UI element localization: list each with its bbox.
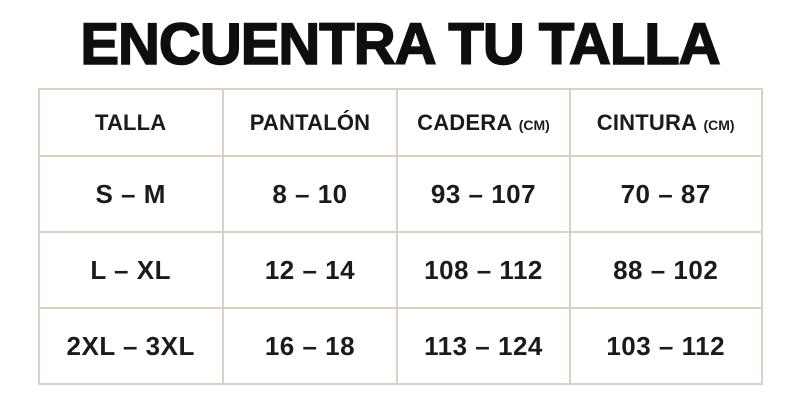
size-table: TALLA PANTALÓN CADERA (CM) CINTURA (CM) … xyxy=(37,88,763,385)
cell-cintura: 70 – 87 xyxy=(568,155,763,233)
header-label: TALLA xyxy=(94,109,167,135)
cell-pantalon: 16 – 18 xyxy=(221,307,399,385)
table-row-2xl-3xl: 2XL – 3XL 16 – 18 113 – 124 103 – 112 xyxy=(37,307,763,385)
header-label: PANTALÓN xyxy=(249,109,371,135)
header-unit: (CM) xyxy=(703,116,735,133)
cell-cintura: 103 – 112 xyxy=(568,307,763,385)
header-label: CINTURA xyxy=(596,109,698,135)
cell-talla: S – M xyxy=(37,155,224,233)
cell-cadera: 113 – 124 xyxy=(396,307,571,385)
header-cell-pantalon: PANTALÓN xyxy=(221,88,399,157)
cell-pantalon: 12 – 14 xyxy=(221,231,399,309)
header-unit: (CM) xyxy=(518,116,550,133)
cell-talla: L – XL xyxy=(37,231,224,309)
page-title: ENCUENTRA TU TALLA xyxy=(80,12,722,77)
cell-talla: 2XL – 3XL xyxy=(37,307,224,385)
size-table-body: S – M 8 – 10 93 – 107 70 – 87 L – XL 12 … xyxy=(37,155,763,385)
cell-cintura: 88 – 102 xyxy=(568,231,763,309)
table-row-l-xl: L – XL 12 – 14 108 – 112 88 – 102 xyxy=(37,231,763,309)
header-row: TALLA PANTALÓN CADERA (CM) CINTURA (CM) xyxy=(37,88,763,157)
header-cell-cadera: CADERA (CM) xyxy=(396,88,571,157)
size-table-header: TALLA PANTALÓN CADERA (CM) CINTURA (CM) xyxy=(37,88,763,157)
table-row-s-m: S – M 8 – 10 93 – 107 70 – 87 xyxy=(37,155,763,233)
header-cell-talla: TALLA xyxy=(37,88,224,157)
header-label: CADERA xyxy=(417,109,513,135)
cell-cadera: 93 – 107 xyxy=(396,155,571,233)
header-cell-cintura: CINTURA (CM) xyxy=(568,88,763,157)
cell-cadera: 108 – 112 xyxy=(396,231,571,309)
cell-pantalon: 8 – 10 xyxy=(221,155,399,233)
